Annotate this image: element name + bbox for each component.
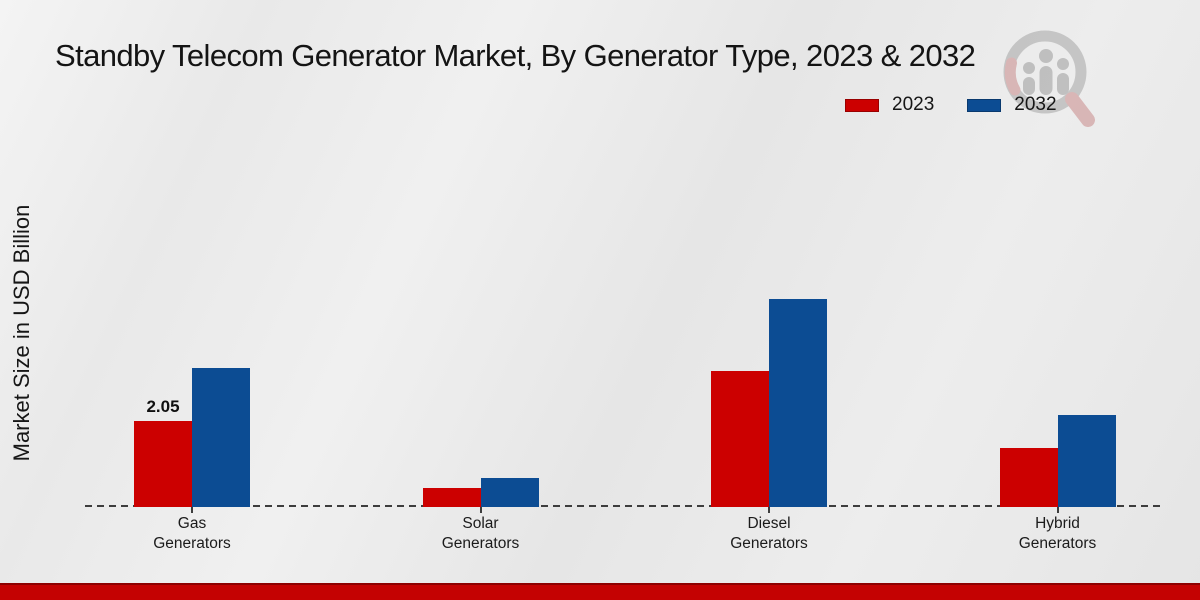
x-axis-baseline [85,505,1165,507]
bar-gas-generators-2023 [134,420,192,507]
legend-swatch-2032 [967,98,1002,112]
legend-label-2032: 2032 [1014,94,1057,115]
legend-label-2023: 2023 [892,94,935,115]
bar-value-label-2023: 2.05 [146,396,180,416]
x-tick-hybrid-generators [1056,507,1059,513]
page-title: Standby Telecom Generator Market, By Gen… [55,38,976,73]
x-tick-solar-generators [479,507,482,513]
bar-gas-generators-2032 [192,368,250,507]
legend-swatch-2023 [845,98,879,112]
magnifier-people-chart-watermark-icon [1003,30,1095,127]
legend-item-2032: 2032 [967,94,1057,116]
x-tick-diesel-generators [768,507,770,513]
x-tick-label-diesel-generators: Diesel Generators [730,515,808,552]
bar-solar-generators-2023 [422,488,481,507]
x-tick-label-gas-generators: Gas Generators [153,515,231,552]
bar-diesel-generators-2023 [711,370,769,507]
bottom-red-band [0,583,1200,600]
x-tick-gas-generators [191,507,193,513]
x-tick-label-hybrid-generators: Hybrid Generators [1018,515,1097,552]
bar-diesel-generators-2032 [769,299,827,507]
bar-solar-generators-2032 [480,477,539,507]
legend-item-2023: 2023 [845,94,934,116]
bar-hybrid-generators-2023 [999,448,1058,507]
bar-hybrid-generators-2032 [1057,414,1116,507]
legend: 2023 2032 [845,94,1057,116]
x-tick-label-solar-generators: Solar Generators [441,515,520,552]
